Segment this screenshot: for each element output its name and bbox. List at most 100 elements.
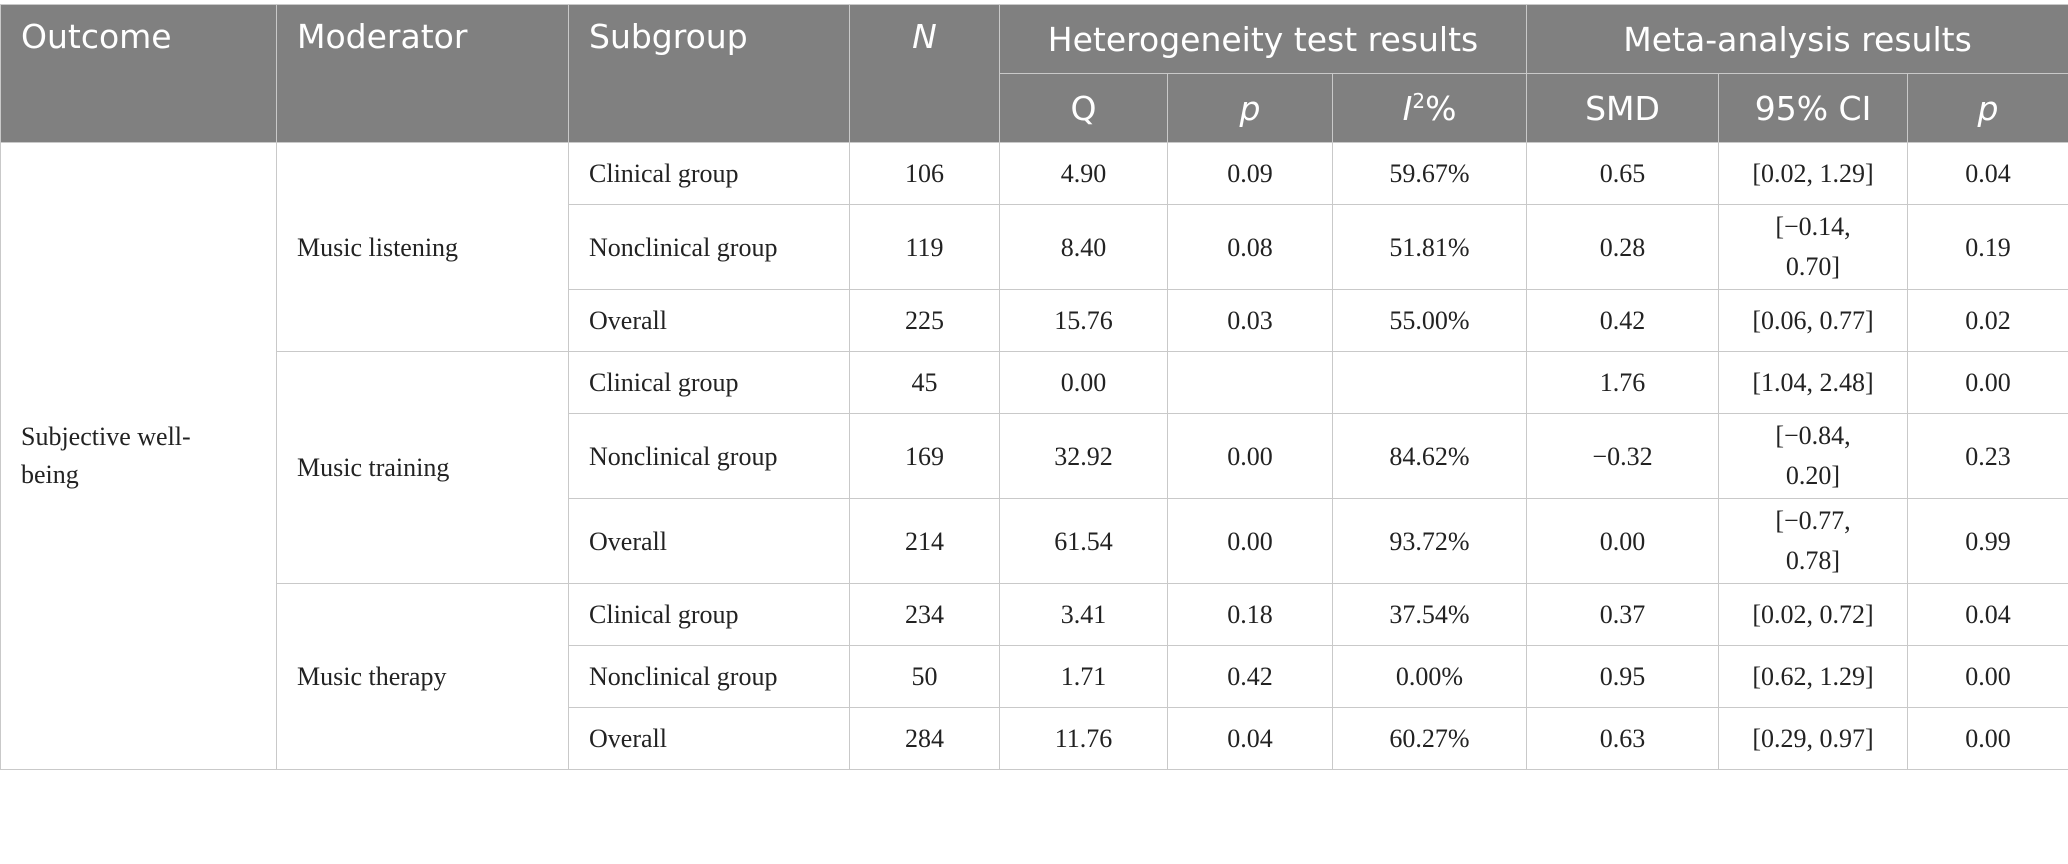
cell-smd: −0.32 <box>1526 413 1720 499</box>
header-ci: 95% CI <box>1718 73 1909 143</box>
cell-n: 284 <box>849 707 1000 770</box>
cell-subgroup: Overall <box>568 289 850 352</box>
cell-q: 61.54 <box>999 498 1168 584</box>
cell-smd: 0.00 <box>1526 498 1720 584</box>
cell-q: 8.40 <box>999 204 1168 290</box>
cell-smd: 0.65 <box>1526 142 1720 205</box>
table-row: Nonclinical group 169 32.92 0.00 84.62% −0.32… <box>1 413 2068 499</box>
header-heterogeneity: Heterogeneity test results <box>998 4 1528 74</box>
cell-i2: 51.81% <box>1331 204 1528 290</box>
cell-i2: 84.62% <box>1331 413 1528 499</box>
header-q: Q <box>999 73 1168 143</box>
cell-outcome: Subjective well-being <box>0 142 277 770</box>
cell-subgroup: Clinical group <box>568 351 850 414</box>
cell-p-heterogeneity: 0.18 <box>1167 583 1333 646</box>
header-p-heterogeneity: p <box>1167 73 1333 143</box>
cell-n: 106 <box>849 142 1000 205</box>
cell-ci: [−0.14, 0.70] <box>1718 204 1909 290</box>
cell-moderator: Music training <box>276 351 569 584</box>
cell-p-meta: 0.23 <box>1907 413 2068 499</box>
cell-i2: 0.00% <box>1331 645 1528 708</box>
cell-ci: [1.04, 2.48] <box>1718 351 1909 414</box>
cell-q: 15.76 <box>999 289 1168 352</box>
cell-n: 45 <box>849 351 1000 414</box>
table-row: Nonclinical group 50 1.71 0.42 0.00% 0.95 [0.6… <box>1 645 2068 708</box>
cell-q: 11.76 <box>999 707 1168 770</box>
table-body: Subjective well-being Music listening Clin… <box>0 142 2068 770</box>
header-smd: SMD <box>1526 73 1720 143</box>
cell-ci: [0.06, 0.77] <box>1718 289 1909 352</box>
header-i2-letter: I <box>1402 88 1413 128</box>
cell-p-meta: 0.04 <box>1907 142 2068 205</box>
cell-ci: [−0.77, 0.78] <box>1718 498 1909 584</box>
cell-smd: 0.42 <box>1526 289 1720 352</box>
header-i2: I2% <box>1331 73 1528 143</box>
cell-q: 1.71 <box>999 645 1168 708</box>
table-row: Subjective well-being Music listening Clin… <box>0 142 2068 770</box>
header-p-meta: p <box>1907 73 2068 143</box>
cell-p-meta: 0.04 <box>1907 583 2068 646</box>
cell-moderator: Music listening <box>276 142 569 352</box>
cell-p-meta: 0.02 <box>1907 289 2068 352</box>
cell-n: 225 <box>849 289 1000 352</box>
cell-smd: 1.76 <box>1526 351 1720 414</box>
header-n: N <box>849 4 1000 143</box>
cell-n: 169 <box>849 413 1000 499</box>
cell-q: 3.41 <box>999 583 1168 646</box>
header-meta-analysis: Meta-analysis results <box>1526 4 2068 74</box>
cell-subgroup: Nonclinical group <box>568 645 850 708</box>
cell-smd: 0.37 <box>1526 583 1720 646</box>
cell-subgroup: Overall <box>568 707 850 770</box>
cell-ci: [0.29, 0.97] <box>1718 707 1909 770</box>
cell-q: 0.00 <box>999 351 1168 414</box>
cell-n: 234 <box>849 583 1000 646</box>
cell-n: 119 <box>849 204 1000 290</box>
cell-ci: [0.02, 1.29] <box>1718 142 1909 205</box>
table-row: Music training Clinical group 45 0.00 1.76 [1… <box>1 351 2068 584</box>
cell-p-meta: 0.19 <box>1907 204 2068 290</box>
cell-n: 50 <box>849 645 1000 708</box>
cell-ci: [0.62, 1.29] <box>1718 645 1909 708</box>
cell-smd: 0.28 <box>1526 204 1720 290</box>
cell-smd: 0.95 <box>1526 645 1720 708</box>
cell-subgroup: Nonclinical group <box>568 413 850 499</box>
cell-p-heterogeneity <box>1167 351 1333 414</box>
cell-p-meta: 0.00 <box>1907 351 2068 414</box>
cell-subgroup: Nonclinical group <box>568 204 850 290</box>
cell-p-heterogeneity: 0.00 <box>1167 498 1333 584</box>
cell-i2: 60.27% <box>1331 707 1528 770</box>
cell-i2: 37.54% <box>1331 583 1528 646</box>
cell-i2: 55.00% <box>1331 289 1528 352</box>
cell-moderator: Music therapy <box>276 583 569 770</box>
cell-ci: [0.02, 0.72] <box>1718 583 1909 646</box>
cell-subgroup: Clinical group <box>568 142 850 205</box>
cell-p-meta: 0.99 <box>1907 498 2068 584</box>
table-row: Music therapy Clinical group 234 3.41 0.18 37… <box>1 583 2068 770</box>
table-row: Overall 284 11.76 0.04 60.27% 0.63 [0.29, 0.97… <box>1 707 2068 770</box>
cell-subgroup: Overall <box>568 498 850 584</box>
cell-ci: [−0.84, 0.20] <box>1718 413 1909 499</box>
cell-i2: 93.72% <box>1331 498 1528 584</box>
header-subgroup: Subgroup <box>568 4 850 143</box>
cell-i2 <box>1331 351 1528 414</box>
results-table: Outcome Moderator Subgroup N Heterogenei… <box>0 4 2068 770</box>
header-outcome: Outcome <box>0 4 277 143</box>
cell-p-meta: 0.00 <box>1907 645 2068 708</box>
cell-p-heterogeneity: 0.42 <box>1167 645 1333 708</box>
cell-p-heterogeneity: 0.09 <box>1167 142 1333 205</box>
header-i2-sup: 2 <box>1412 88 1426 113</box>
cell-p-heterogeneity: 0.04 <box>1167 707 1333 770</box>
cell-p-heterogeneity: 0.00 <box>1167 413 1333 499</box>
cell-i2: 59.67% <box>1331 142 1528 205</box>
cell-q: 32.92 <box>999 413 1168 499</box>
header-moderator: Moderator <box>276 4 569 143</box>
table-row: Overall 225 15.76 0.03 55.00% 0.42 [0.06, 0.77… <box>1 289 2068 352</box>
cell-smd: 0.63 <box>1526 707 1720 770</box>
header-i2-pct: % <box>1425 88 1457 128</box>
cell-q: 4.90 <box>999 142 1168 205</box>
cell-p-meta: 0.00 <box>1907 707 2068 770</box>
cell-p-heterogeneity: 0.03 <box>1167 289 1333 352</box>
cell-p-heterogeneity: 0.08 <box>1167 204 1333 290</box>
cell-n: 214 <box>849 498 1000 584</box>
cell-subgroup: Clinical group <box>568 583 850 646</box>
